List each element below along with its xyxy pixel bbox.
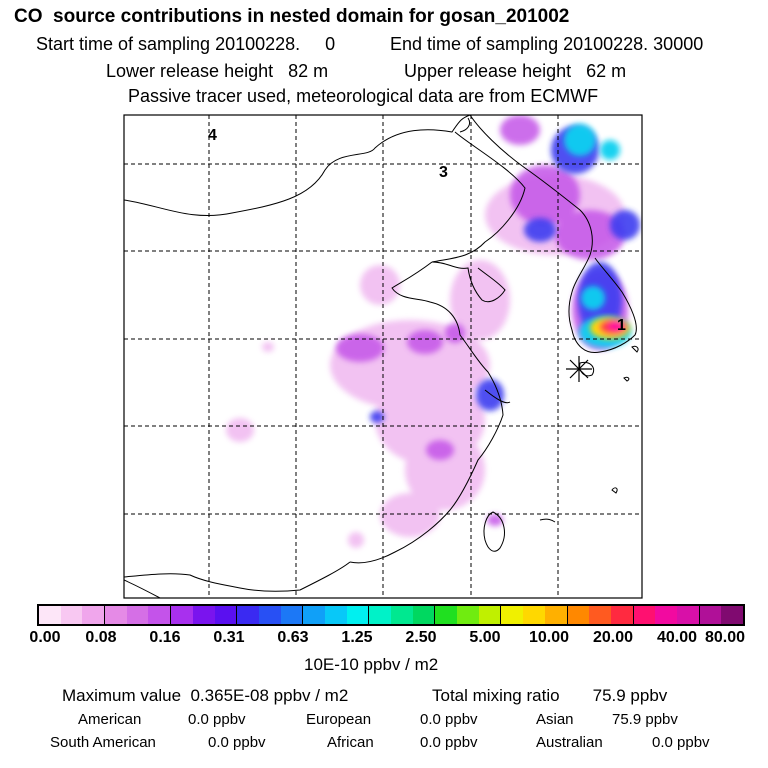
region-value-australian: 0.0 ppbv bbox=[652, 734, 710, 751]
colorbar-segment bbox=[105, 606, 127, 624]
colorbar-segment bbox=[589, 606, 611, 624]
colorbar-tick-label: 0.63 bbox=[277, 629, 309, 646]
colorbar-tick-label: 40.00 bbox=[656, 629, 698, 646]
colorbar-segment bbox=[633, 606, 656, 624]
colorbar-tick-label: 0.31 bbox=[213, 629, 245, 646]
colorbar-segment bbox=[237, 606, 259, 624]
map-label-3: 3 bbox=[439, 164, 448, 181]
colorbar-segment bbox=[60, 606, 83, 624]
colorbar-segment bbox=[544, 606, 568, 624]
region-label-asian: Asian bbox=[536, 711, 574, 728]
colorbar-segment bbox=[412, 606, 436, 624]
colorbar-tick-label: 0.16 bbox=[149, 629, 181, 646]
start-sampling-text: Start time of sampling 20100228. 0 bbox=[36, 34, 336, 54]
region-label-european: European bbox=[306, 711, 372, 728]
colorbar-segment bbox=[369, 606, 391, 624]
region-value-african: 0.0 ppbv bbox=[420, 734, 478, 751]
region-value-european: 0.0 ppbv bbox=[420, 711, 478, 728]
total-mixing-ratio-text: Total mixing ratio 75.9 ppbv bbox=[432, 686, 668, 705]
colorbar-segment bbox=[39, 606, 61, 624]
colorbar-segment bbox=[676, 606, 700, 624]
colorbar-tick-label: 0.00 bbox=[29, 629, 61, 646]
colorbar-segment bbox=[171, 606, 193, 624]
colorbar-segment bbox=[501, 606, 524, 624]
end-sampling-text: End time of sampling 20100228. 30000 bbox=[390, 34, 704, 54]
colorbar-tick-label: 2.50 bbox=[405, 629, 437, 646]
region-value-american: 0.0 ppbv bbox=[188, 711, 246, 728]
colorbar-segment bbox=[148, 606, 172, 624]
colorbar-segment bbox=[610, 606, 634, 624]
colorbar-segment bbox=[435, 606, 458, 624]
map-label-4: 4 bbox=[208, 127, 217, 144]
colorbar-segment bbox=[303, 606, 325, 624]
lower-release-height: Lower release height 82 m bbox=[106, 61, 329, 81]
region-value-asian: 75.9 ppbv bbox=[612, 711, 678, 728]
colorbar-segment bbox=[567, 606, 590, 624]
figure-title: CO source contributions in nested domain… bbox=[14, 6, 570, 27]
colorbar-segment bbox=[699, 606, 722, 624]
colorbar-segment bbox=[324, 606, 347, 624]
colorbar-segment bbox=[82, 606, 106, 624]
region-label-south-american: South American bbox=[50, 734, 156, 751]
colorbar-segment bbox=[280, 606, 304, 624]
colorbar-units: 10E-10 ppbv / m2 bbox=[304, 655, 439, 674]
colorbar bbox=[37, 604, 745, 626]
colorbar-segment bbox=[126, 606, 149, 624]
map-label-1: 1 bbox=[617, 317, 626, 334]
maximum-value-text: Maximum value 0.365E-08 ppbv / m2 bbox=[62, 686, 349, 705]
upper-release-height: Upper release height 62 m bbox=[404, 61, 627, 81]
colorbar-tick-label: 0.08 bbox=[85, 629, 117, 646]
colorbar-segment bbox=[192, 606, 215, 624]
region-label-american: American bbox=[78, 711, 142, 728]
release-site-star bbox=[566, 356, 592, 382]
region-label-australian: Australian bbox=[536, 734, 603, 751]
colorbar-segment bbox=[523, 606, 545, 624]
colorbar-segment bbox=[214, 606, 238, 624]
colorbar-tick-label: 20.00 bbox=[592, 629, 634, 646]
colorbar-tick-label: 80.00 bbox=[704, 629, 746, 646]
coastline-outline bbox=[124, 115, 639, 598]
colorbar-segment bbox=[478, 606, 502, 624]
colorbar-segment bbox=[457, 606, 479, 624]
colorbar-tick-label: 5.00 bbox=[469, 629, 501, 646]
colorbar-segment bbox=[655, 606, 677, 624]
region-label-african: African bbox=[327, 734, 374, 751]
graticule bbox=[124, 115, 642, 598]
region-value-south-american: 0.0 ppbv bbox=[208, 734, 266, 751]
colorbar-segment bbox=[721, 606, 743, 624]
colorbar-segment bbox=[346, 606, 370, 624]
colorbar-segment bbox=[258, 606, 281, 624]
contribution-field bbox=[124, 115, 640, 598]
colorbar-segment bbox=[391, 606, 413, 624]
passive-tracer-note: Passive tracer used, meteorological data… bbox=[128, 86, 599, 106]
colorbar-tick-label: 10.00 bbox=[528, 629, 570, 646]
colorbar-tick-label: 1.25 bbox=[341, 629, 373, 646]
